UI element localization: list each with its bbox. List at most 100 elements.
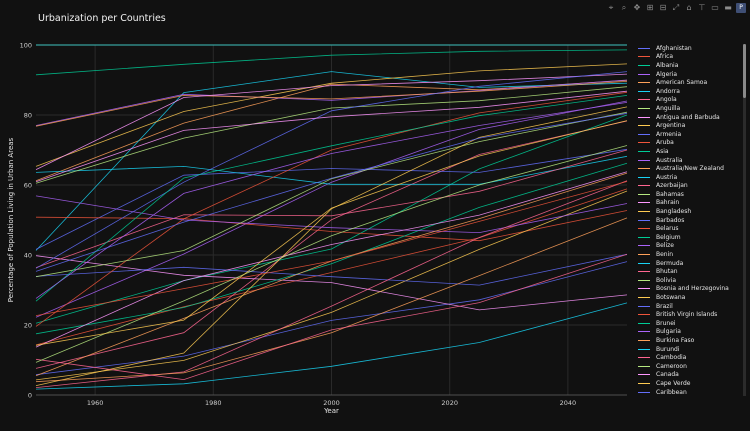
camera-icon[interactable]: ⌖ xyxy=(608,3,614,12)
legend-item[interactable]: Burkina Faso xyxy=(638,336,746,345)
reset-axes-icon[interactable]: ⌂ xyxy=(686,3,692,12)
legend-item[interactable]: Anguilla xyxy=(638,104,746,113)
legend-item[interactable]: Benin xyxy=(638,250,746,259)
series-line[interactable] xyxy=(35,112,628,272)
series-line[interactable] xyxy=(35,63,628,167)
series-line[interactable] xyxy=(35,253,628,381)
legend-item[interactable]: Angola xyxy=(638,96,746,105)
series-line[interactable] xyxy=(35,190,628,381)
legend-item[interactable]: Bolivia xyxy=(638,276,746,285)
legend-item[interactable]: Belarus xyxy=(638,224,746,233)
legend-item[interactable]: Bosnia and Herzegovina xyxy=(638,285,746,294)
legend-swatch xyxy=(638,90,650,92)
series-line[interactable] xyxy=(35,79,628,126)
series-line[interactable] xyxy=(35,181,628,316)
legend-item[interactable]: Bangladesh xyxy=(638,207,746,216)
series-line[interactable] xyxy=(35,171,628,348)
zoom-in-icon[interactable]: ⊞ xyxy=(646,3,654,12)
series-line[interactable] xyxy=(35,195,628,234)
legend-swatch xyxy=(638,271,650,273)
legend-item[interactable]: Cape Verde xyxy=(638,379,746,388)
series-line[interactable] xyxy=(35,210,628,242)
series-line[interactable] xyxy=(35,255,628,311)
legend-item[interactable]: Armenia xyxy=(638,130,746,139)
series-line[interactable] xyxy=(35,73,628,170)
legend-item[interactable]: Asia xyxy=(638,147,746,156)
legend-item[interactable]: Brazil xyxy=(638,302,746,311)
zoom-out-icon[interactable]: ⊟ xyxy=(659,3,667,12)
legend-item[interactable]: Bulgaria xyxy=(638,328,746,337)
legend-item[interactable]: Botswana xyxy=(638,293,746,302)
legend-scrollbar[interactable] xyxy=(743,44,746,396)
series-line[interactable] xyxy=(35,90,628,183)
legend-swatch xyxy=(638,211,650,213)
series-line[interactable] xyxy=(35,155,628,185)
legend-scrollbar-thumb[interactable] xyxy=(743,44,746,98)
pan-icon[interactable]: ✥ xyxy=(633,3,641,12)
legend-item[interactable]: Burundi xyxy=(638,345,746,354)
series-line[interactable] xyxy=(35,253,628,286)
legend-item[interactable]: Albania xyxy=(638,61,746,70)
legend-item[interactable]: Algeria xyxy=(638,70,746,79)
series-line[interactable] xyxy=(35,261,628,376)
legend-item[interactable]: Australia xyxy=(638,156,746,165)
autoscale-icon[interactable]: ⤢ xyxy=(672,3,680,12)
series-line[interactable] xyxy=(35,86,628,184)
legend-item[interactable]: Argentina xyxy=(638,121,746,130)
legend-label: Azerbaijan xyxy=(656,182,688,190)
legend-item[interactable]: Cambodia xyxy=(638,353,746,362)
series-line[interactable] xyxy=(35,81,628,127)
legend-item[interactable]: Bermuda xyxy=(638,259,746,268)
series-line[interactable] xyxy=(35,100,628,318)
series-line[interactable] xyxy=(35,95,628,302)
hover-closest-icon[interactable]: ▭ xyxy=(711,3,719,12)
legend-item[interactable]: Bahamas xyxy=(638,190,746,199)
zoom-icon[interactable]: ⌕ xyxy=(621,3,627,12)
legend-label: Brazil xyxy=(656,302,673,310)
legend-item[interactable]: Afghanistan xyxy=(638,44,746,53)
legend-item[interactable]: Antigua and Barbuda xyxy=(638,113,746,122)
series-line[interactable] xyxy=(35,120,628,369)
legend-item[interactable]: Austria xyxy=(638,173,746,182)
hover-compare-icon[interactable]: ▬ xyxy=(724,3,732,12)
legend-item[interactable]: Barbados xyxy=(638,216,746,225)
legend-item[interactable]: American Samoa xyxy=(638,78,746,87)
series-line[interactable] xyxy=(35,162,628,335)
y-tick-label: 20 xyxy=(24,322,32,330)
series-line[interactable] xyxy=(35,148,628,250)
series-line[interactable] xyxy=(35,302,628,390)
series-line[interactable] xyxy=(35,217,628,383)
series-line[interactable] xyxy=(35,188,628,346)
legend-item[interactable]: Belize xyxy=(638,242,746,251)
series-line[interactable] xyxy=(35,145,628,363)
series-line[interactable] xyxy=(35,71,628,251)
legend-item[interactable]: Bahrain xyxy=(638,199,746,208)
legend-item[interactable]: Aruba xyxy=(638,139,746,148)
legend-item[interactable]: Azerbaijan xyxy=(638,182,746,191)
legend-item[interactable]: Australia/New Zealand xyxy=(638,164,746,173)
series-line[interactable] xyxy=(35,106,628,386)
legend-item[interactable]: Andorra xyxy=(638,87,746,96)
series-line[interactable] xyxy=(35,114,628,324)
series-line[interactable] xyxy=(35,149,628,268)
legend-label: Cambodia xyxy=(656,354,687,362)
series-line[interactable] xyxy=(35,49,628,76)
series-line[interactable] xyxy=(35,71,628,269)
plotly-logo-icon[interactable]: P xyxy=(736,3,746,13)
series-line[interactable] xyxy=(35,120,628,346)
legend-item[interactable]: Brunei xyxy=(638,319,746,328)
legend-item[interactable]: British Virgin Islands xyxy=(638,310,746,319)
x-axis-ticks: 1960 1980 2000 2020 2040 xyxy=(87,399,576,407)
legend-item[interactable]: Canada xyxy=(638,371,746,380)
series-line[interactable] xyxy=(35,91,628,327)
legend-item[interactable]: Cameroon xyxy=(638,362,746,371)
series-line[interactable] xyxy=(35,102,628,299)
series-line[interactable] xyxy=(35,180,628,388)
legend-item[interactable]: Caribbean xyxy=(638,388,746,396)
spike-lines-icon[interactable]: ⊤ xyxy=(698,3,706,12)
legend-item[interactable]: Africa xyxy=(638,53,746,62)
legend-item[interactable]: Bhutan xyxy=(638,267,746,276)
legend-swatch xyxy=(638,125,650,127)
legend-item[interactable]: Belgium xyxy=(638,233,746,242)
